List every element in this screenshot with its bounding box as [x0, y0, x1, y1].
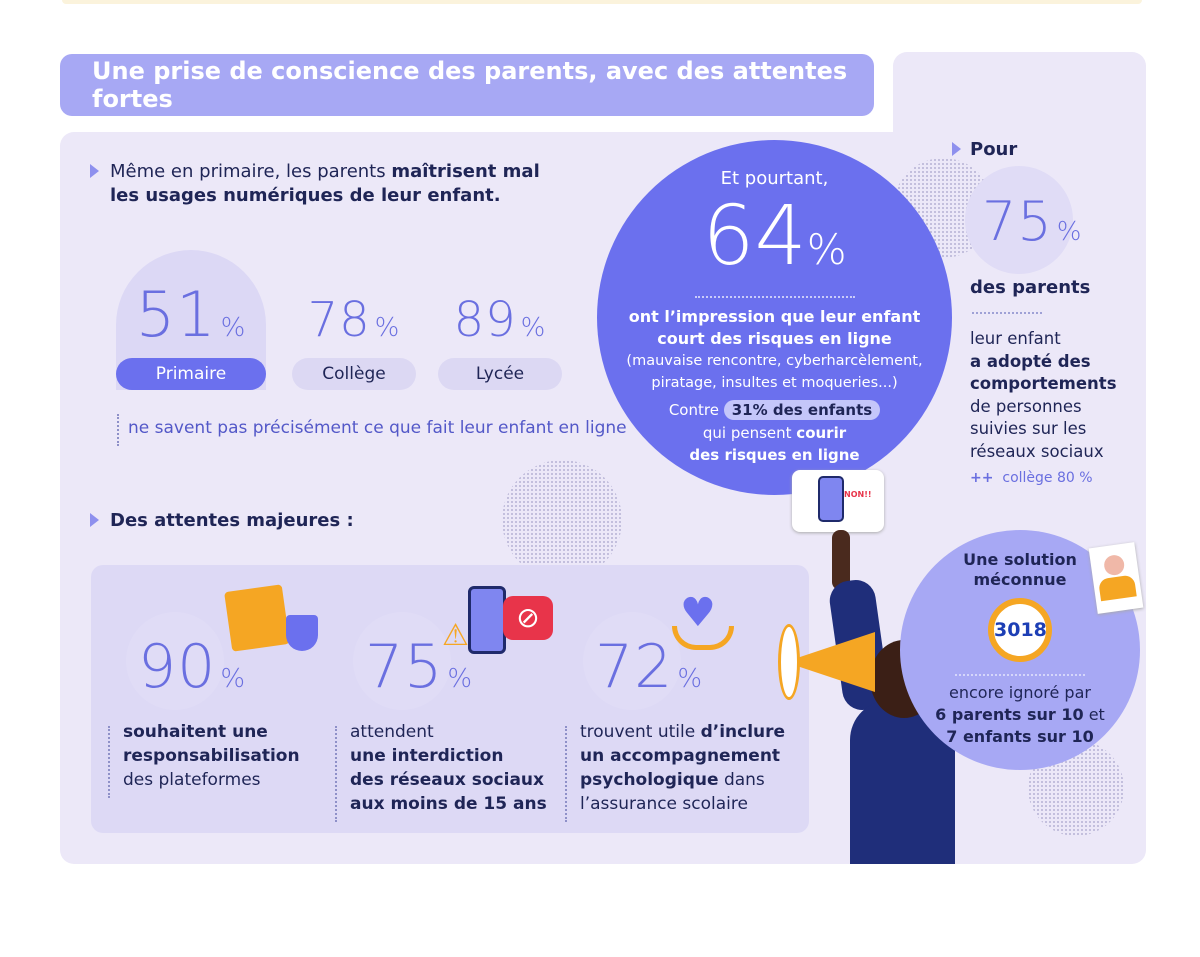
stat-label-pill: Collège: [292, 358, 416, 390]
raised-arm: [832, 530, 850, 590]
document-icon: [224, 584, 290, 652]
risk-circle: Et pourtant, 64% ont l’impression que le…: [597, 140, 952, 495]
card-percentage: 75%: [365, 632, 474, 702]
stat-value: 89%: [453, 292, 547, 348]
stats-caption: ne savent pas précisément ce que fait le…: [128, 418, 627, 438]
phone-icon: [818, 476, 844, 522]
bullet-icon: [952, 142, 961, 156]
card-percentage: 90%: [138, 632, 247, 702]
circle-line: court des risques en ligne: [657, 329, 892, 348]
stat-label-pill: Primaire: [116, 358, 266, 390]
contre-line: Contre 31% des enfants: [597, 398, 952, 422]
megaphone-mouth: [778, 624, 800, 700]
forbidden-icon: ⊘: [503, 596, 553, 640]
operator-photo: [1088, 542, 1144, 614]
solution-title: méconnue: [973, 570, 1067, 589]
card-text: trouvent utile d’inclure un accompagnemen…: [580, 722, 786, 814]
sign-text: NON!!: [844, 490, 872, 499]
megaphone-icon: [785, 632, 875, 692]
page-title: Une prise de conscience des parents, ave…: [60, 54, 874, 116]
section1-heading: Même en primaire, les parents maîtrisent…: [110, 161, 540, 206]
dotted-divider: [955, 674, 1085, 676]
solution-text: 7 enfants sur 10: [946, 727, 1094, 746]
dotted-divider: [565, 726, 567, 822]
expectations-box: [91, 565, 809, 833]
dotted-divider: [108, 726, 110, 798]
circle-detail: piratage, insultes et moqueries...): [651, 375, 898, 391]
stat-value: 78%: [307, 292, 401, 348]
bullet-icon: [90, 164, 99, 178]
stat-circle: [965, 166, 1073, 274]
shield-icon: [286, 615, 318, 651]
bullet-icon: [90, 513, 99, 527]
stat-value: 51%: [135, 278, 247, 351]
hatch-decoration: [502, 460, 622, 580]
circle-detail: (mauvaise rencontre, cyberharcèlement,: [626, 353, 923, 369]
card-text: souhaitent une responsabilisation des plat…: [123, 722, 300, 790]
warning-sign: NON!!: [792, 470, 884, 532]
stat-circle: [126, 612, 224, 710]
circle-line: ont l’impression que leur enfant: [628, 307, 921, 326]
children-badge: 31% des enfants: [723, 400, 881, 420]
circle-line: qui pensent courir: [702, 424, 847, 442]
right-label: des parents: [970, 277, 1091, 298]
solution-text: 6 parents sur 10 et: [935, 705, 1105, 724]
dotted-divider: [972, 312, 1042, 314]
dotted-divider: [335, 726, 337, 822]
section2-heading: Des attentes majeures :: [110, 510, 354, 531]
solution-title: Une solution: [963, 550, 1077, 569]
dotted-divider: [117, 414, 119, 446]
warning-icon: ⚠: [442, 618, 469, 653]
top-divider: [62, 0, 1142, 4]
helpline-number: 3018: [988, 598, 1052, 662]
pour-label: Pour: [970, 139, 1018, 160]
circle-percentage: 64%: [702, 189, 847, 284]
dotted-divider: [694, 296, 855, 298]
circle-line: des risques en ligne: [689, 446, 860, 464]
right-text: leur enfant a adopté des comportements de …: [970, 329, 1117, 461]
circle-intro: Et pourtant,: [720, 168, 829, 189]
college-note: ++ collège 80 %: [970, 470, 1093, 486]
card-text: attendent une interdiction des réseaux soc…: [350, 722, 547, 814]
right-percentage: 75%: [982, 190, 1083, 253]
stat-circle: [583, 612, 681, 710]
solution-text: encore ignoré par: [949, 683, 1091, 702]
stat-label-pill: Lycée: [438, 358, 562, 390]
card-percentage: 72%: [595, 632, 704, 702]
stat-circle: [353, 612, 451, 710]
phone-icon: [468, 586, 506, 654]
